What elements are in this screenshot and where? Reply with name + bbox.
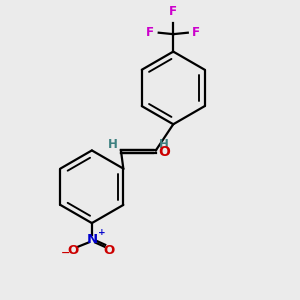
- Text: +: +: [98, 228, 106, 237]
- Text: H: H: [159, 137, 169, 151]
- Text: N: N: [86, 232, 98, 246]
- Text: H: H: [108, 137, 118, 151]
- Text: −: −: [61, 248, 70, 257]
- Text: F: F: [146, 26, 154, 39]
- Text: O: O: [67, 244, 79, 256]
- Text: F: F: [169, 5, 177, 18]
- Text: F: F: [192, 26, 200, 39]
- Text: O: O: [159, 145, 171, 159]
- Text: O: O: [103, 244, 114, 256]
